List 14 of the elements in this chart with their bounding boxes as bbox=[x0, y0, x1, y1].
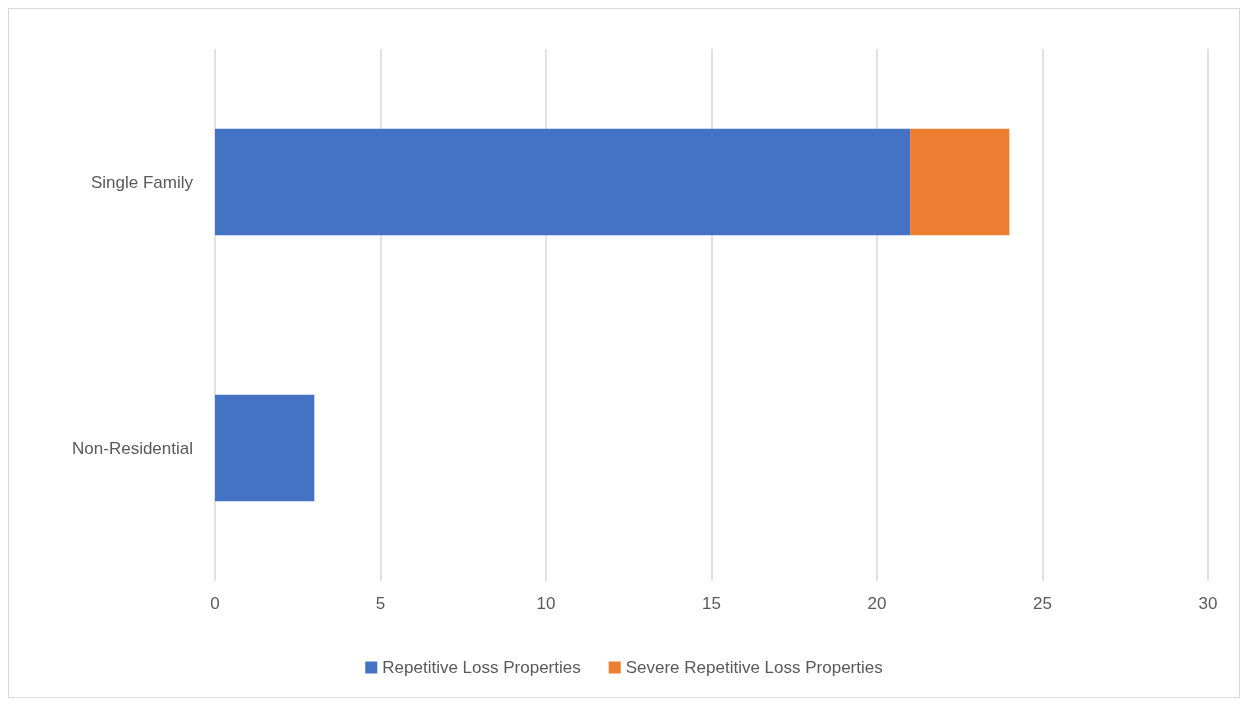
y-tick-label: Non-Residential bbox=[72, 438, 193, 458]
x-tick-label: 10 bbox=[536, 594, 556, 613]
x-tick-label: 0 bbox=[210, 594, 220, 613]
bar bbox=[910, 128, 1010, 236]
x-tick-label: 30 bbox=[1198, 594, 1218, 613]
x-tick-label: 25 bbox=[1033, 594, 1052, 613]
x-tick-label: 20 bbox=[867, 594, 887, 613]
legend-label: Severe Repetitive Loss Properties bbox=[625, 658, 883, 677]
bar bbox=[215, 128, 911, 236]
y-tick-label: Single Family bbox=[90, 172, 194, 192]
legend-label: Repetitive Loss Properties bbox=[382, 658, 581, 677]
x-tick-label: 15 bbox=[702, 594, 721, 613]
x-tick-label: 5 bbox=[375, 594, 386, 613]
bar bbox=[215, 394, 315, 502]
